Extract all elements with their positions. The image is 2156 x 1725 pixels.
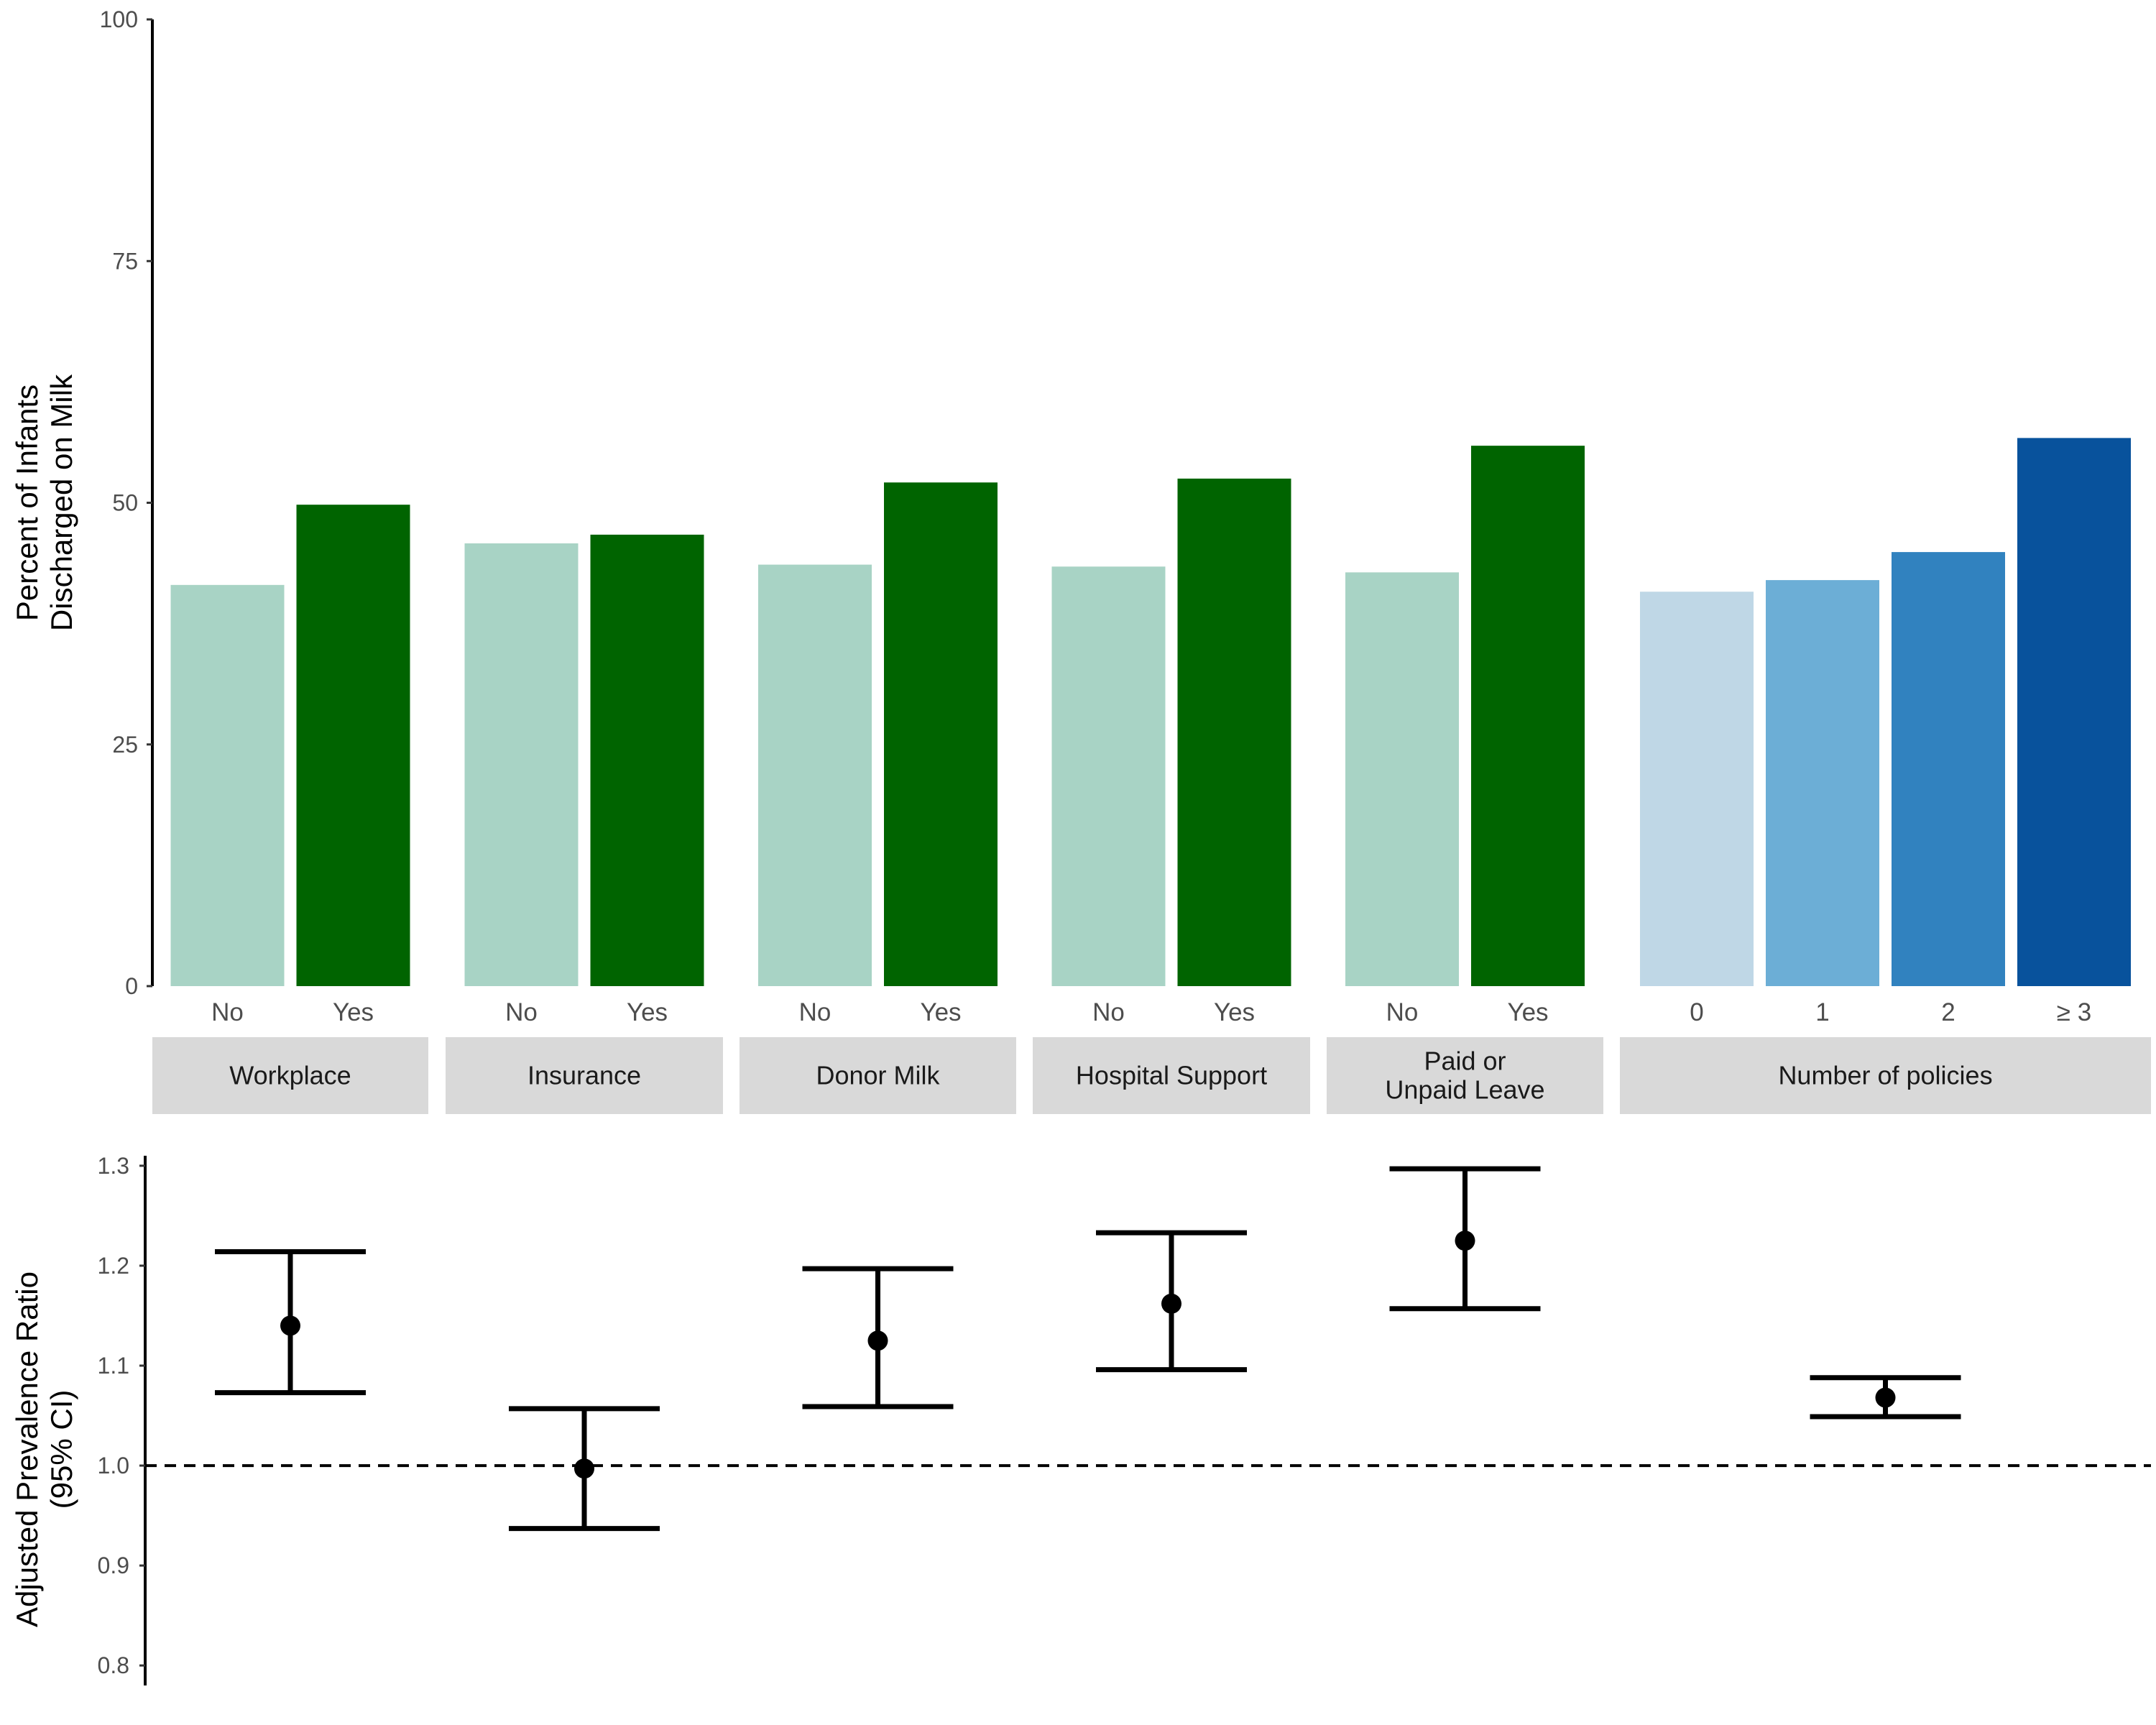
bar-category-label: Yes bbox=[627, 998, 668, 1026]
pr-y-axis-title: Adjusted Prevalence Ratio(95% CI) bbox=[10, 1271, 78, 1627]
bar-y-tick-label: 0 bbox=[125, 973, 138, 999]
bar bbox=[1892, 552, 2005, 986]
error-bar bbox=[509, 1406, 660, 1532]
bar bbox=[2017, 438, 2131, 986]
pr-y-tick-label: 1.2 bbox=[98, 1253, 129, 1279]
estimate-point bbox=[280, 1315, 300, 1336]
bar-category-label: No bbox=[799, 998, 831, 1026]
bar-y-tick-label: 100 bbox=[100, 6, 138, 32]
bar-y-tick-label: 50 bbox=[112, 490, 138, 516]
bar-category-label: No bbox=[1092, 998, 1125, 1026]
bar bbox=[464, 543, 579, 986]
bar-category-label: Yes bbox=[920, 998, 961, 1026]
estimate-point bbox=[1875, 1387, 1896, 1408]
bar-y-tick-label: 25 bbox=[112, 732, 138, 758]
facet-strip-label: Hospital Support bbox=[1076, 1061, 1267, 1090]
pr-y-tick-label: 1.0 bbox=[98, 1453, 129, 1478]
bar bbox=[1177, 478, 1291, 986]
bar bbox=[884, 482, 998, 986]
error-bar bbox=[1096, 1230, 1247, 1373]
bar-category-label: No bbox=[211, 998, 244, 1026]
estimate-point bbox=[574, 1458, 594, 1479]
facet-strip-label: Donor Milk bbox=[816, 1061, 940, 1090]
estimate-point bbox=[867, 1330, 888, 1351]
bar-y-axis-title: Percent of InfantsDischarged on Milk bbox=[10, 374, 78, 631]
bar-category-label: 1 bbox=[1815, 998, 1829, 1026]
bar bbox=[758, 564, 872, 986]
bar-category-label: ≥ 3 bbox=[2057, 998, 2091, 1026]
facet-strip-label: Insurance bbox=[528, 1061, 641, 1090]
pr-y-tick-label: 1.1 bbox=[98, 1353, 129, 1379]
facet-strip-label: Number of policies bbox=[1778, 1061, 1992, 1090]
bar-chart-panel: 0 25 50 75 100 Percent of InfantsDischarged o… bbox=[10, 6, 2131, 1026]
facet-strip-label: Paid or bbox=[1424, 1046, 1506, 1076]
pr-y-tick-label: 0.8 bbox=[98, 1652, 129, 1678]
bar-category-label: Yes bbox=[1507, 998, 1548, 1026]
bar-category-label: No bbox=[505, 998, 538, 1026]
bar-category-label: Yes bbox=[333, 998, 374, 1026]
facet-strip bbox=[152, 1037, 428, 1114]
pr-y-axis-title-line: Adjusted Prevalence Ratio bbox=[10, 1271, 44, 1627]
error-bar bbox=[1810, 1375, 1961, 1420]
bar bbox=[590, 534, 704, 986]
facet-strip bbox=[740, 1037, 1016, 1114]
error-bar bbox=[802, 1266, 954, 1409]
pr-y-tick-label: 1.3 bbox=[98, 1153, 129, 1179]
bar bbox=[1766, 580, 1879, 986]
bar-category-label: Yes bbox=[1214, 998, 1255, 1026]
bar bbox=[1471, 446, 1585, 986]
pr-y-axis-title-line: (95% CI) bbox=[45, 1390, 78, 1509]
error-bar bbox=[215, 1248, 366, 1396]
facet-strip bbox=[446, 1037, 723, 1114]
bar bbox=[1051, 566, 1166, 986]
prevalence-ratio-panel: 0.8 0.9 1.0 1.1 1.2 1.3 Adjusted Prevalence Ra… bbox=[10, 1153, 2151, 1685]
estimate-point bbox=[1455, 1230, 1475, 1251]
bar bbox=[296, 505, 410, 986]
bar-y-tick-label: 75 bbox=[112, 248, 138, 274]
bar bbox=[1345, 572, 1459, 986]
bar-category-label: 2 bbox=[1941, 998, 1955, 1026]
facet-strip bbox=[1620, 1037, 2151, 1114]
facet-strip-label: Workplace bbox=[229, 1061, 351, 1090]
error-bar bbox=[1389, 1166, 1541, 1312]
facet-strips: Workplace Insurance Donor Milk Hospital Sup… bbox=[152, 1037, 2151, 1114]
bar-y-axis-title-line: Percent of Infants bbox=[10, 385, 44, 621]
bar-category-label: No bbox=[1386, 998, 1419, 1026]
facet-strip bbox=[1033, 1037, 1310, 1114]
bar-category-label: 0 bbox=[1690, 998, 1703, 1026]
bar-y-axis-title-line: Discharged on Milk bbox=[45, 374, 78, 631]
pr-y-tick-label: 0.9 bbox=[98, 1552, 129, 1578]
estimate-point bbox=[1161, 1293, 1181, 1314]
facet-strip bbox=[1327, 1037, 1603, 1114]
bar bbox=[170, 584, 285, 986]
bar bbox=[1640, 592, 1754, 986]
facet-strip-label: Unpaid Leave bbox=[1385, 1075, 1544, 1105]
